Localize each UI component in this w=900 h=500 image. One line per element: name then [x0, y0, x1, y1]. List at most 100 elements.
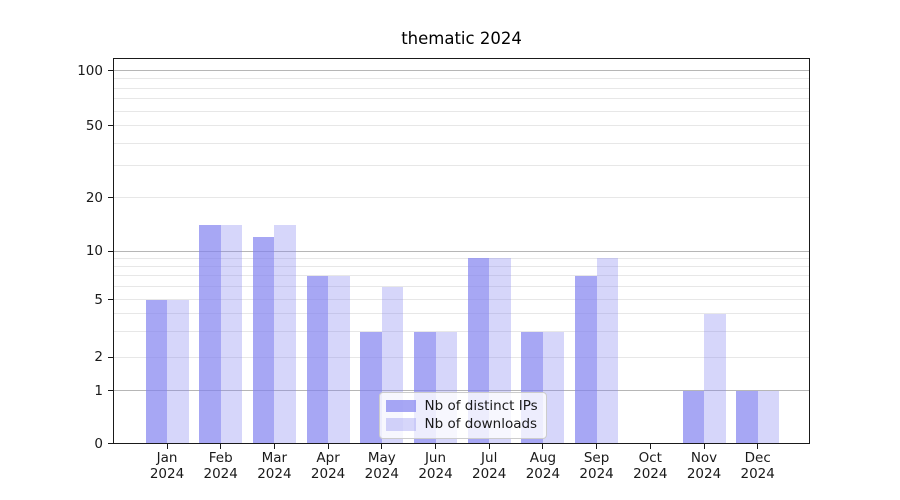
bar-distinct-ips-may	[360, 331, 382, 444]
y-tick	[108, 125, 113, 126]
y-tick	[108, 197, 113, 198]
y-tick	[108, 299, 113, 300]
y-gridline-minor	[113, 165, 810, 167]
x-tick-month: May	[367, 449, 396, 466]
x-tick	[596, 443, 598, 449]
y-tick	[108, 443, 113, 444]
x-tick-month: Nov	[690, 449, 718, 466]
y-tick	[108, 250, 113, 252]
y-gridline-minor	[113, 257, 810, 259]
bar-downloads-dec	[757, 390, 780, 444]
y-gridline-minor	[113, 299, 810, 300]
x-tick-year: 2024	[364, 466, 399, 482]
x-tick	[381, 443, 383, 449]
y-tick-label: 100	[77, 62, 103, 79]
x-tick	[220, 443, 222, 449]
x-tick-month: Apr	[316, 449, 340, 466]
x-tick-month: Jun	[424, 449, 447, 466]
y-gridline-major	[113, 250, 810, 252]
x-tick-label: Sep 2024	[555, 450, 639, 483]
bar-downloads-feb	[220, 225, 243, 444]
x-tick-year: 2024	[257, 466, 292, 482]
bar-distinct-ips-nov	[682, 390, 704, 444]
y-tick-label: 50	[85, 117, 103, 134]
x-tick-label: May 2024	[340, 450, 424, 483]
x-tick-year: 2024	[686, 466, 722, 482]
bar-distinct-ips-apr	[306, 275, 329, 444]
y-gridline-minor	[113, 313, 810, 314]
bar-distinct-ips-dec	[736, 390, 758, 444]
legend-label-distinct-ips: Nb of distinct IPs	[424, 397, 538, 414]
y-tick	[108, 70, 113, 71]
plot-area: Nb of distinct IPs Nb of downloads	[113, 58, 810, 444]
x-tick-month: Sep	[583, 449, 610, 466]
y-gridline-minor	[113, 78, 810, 80]
x-tick-label: Jul 2024	[447, 450, 531, 483]
x-tick	[435, 443, 436, 449]
x-tick-month: Dec	[744, 449, 771, 466]
y-gridline-major	[113, 390, 810, 391]
x-tick-month: Feb	[208, 449, 233, 466]
x-tick-year: 2024	[418, 466, 453, 482]
y-tick-label: 1	[94, 382, 103, 399]
legend-label-downloads: Nb of downloads	[424, 416, 538, 433]
x-tick	[488, 443, 490, 449]
x-tick-label: Jan 2024	[125, 450, 209, 483]
x-tick-month: Jul	[481, 449, 498, 466]
x-tick-label: Aug 2024	[501, 450, 585, 483]
x-tick-year: 2024	[525, 466, 561, 482]
bar-distinct-ips-feb	[199, 225, 221, 444]
y-gridline-minor	[113, 266, 810, 268]
x-tick-label: Nov 2024	[662, 450, 746, 483]
x-tick-label: Dec 2024	[716, 450, 800, 483]
x-tick-year: 2024	[203, 466, 238, 482]
bar-distinct-ips-mar	[252, 236, 275, 444]
y-tick	[108, 390, 113, 391]
y-tick-label: 5	[94, 291, 103, 308]
legend-swatch-distinct-ips	[385, 399, 416, 412]
bar-distinct-ips-sep	[575, 275, 597, 444]
x-tick-label: Apr 2024	[286, 450, 370, 483]
x-tick-year: 2024	[310, 466, 346, 482]
x-tick-year: 2024	[579, 466, 614, 482]
x-tick	[649, 443, 651, 449]
x-tick-month: Jan	[156, 449, 178, 466]
x-tick-label: Feb 2024	[179, 450, 263, 483]
y-gridline-minor	[113, 331, 810, 333]
x-tick	[273, 443, 275, 449]
bar-downloads-mar	[274, 225, 296, 444]
y-gridline-minor	[113, 286, 810, 288]
x-tick-month: Oct	[638, 449, 662, 466]
y-gridline-minor	[113, 87, 810, 89]
bar-downloads-jan	[167, 299, 189, 444]
y-gridline-minor	[113, 356, 810, 358]
y-tick	[108, 356, 113, 358]
x-tick	[703, 443, 705, 449]
x-tick-year: 2024	[633, 466, 668, 482]
y-gridline-minor	[113, 197, 810, 198]
x-tick-year: 2024	[740, 466, 775, 482]
x-tick	[166, 443, 168, 449]
x-tick-label: Jun 2024	[394, 450, 478, 483]
y-gridline-minor	[113, 98, 810, 100]
y-gridline-minor	[113, 125, 810, 126]
y-gridline-minor	[113, 110, 810, 112]
y-gridline-minor	[113, 142, 810, 144]
chart-title: thematic 2024	[401, 29, 522, 48]
x-tick-month: Mar	[261, 449, 288, 466]
y-gridline-minor	[113, 275, 810, 277]
x-tick	[542, 443, 544, 449]
x-tick-year: 2024	[149, 466, 185, 482]
bar-distinct-ips-jan	[145, 299, 167, 444]
x-tick	[757, 443, 759, 449]
bar-downloads-aug	[542, 331, 565, 444]
y-tick-label: 0	[94, 435, 103, 452]
bar-downloads-sep	[596, 258, 619, 444]
x-tick-month: Aug	[529, 449, 557, 466]
x-tick	[327, 443, 329, 449]
y-tick-label: 2	[94, 349, 103, 365]
y-tick-label: 10	[85, 243, 103, 259]
legend: Nb of distinct IPs Nb of downloads	[378, 391, 547, 439]
legend-swatch-downloads	[385, 418, 416, 431]
legend-entry-downloads: Nb of downloads	[385, 415, 538, 434]
